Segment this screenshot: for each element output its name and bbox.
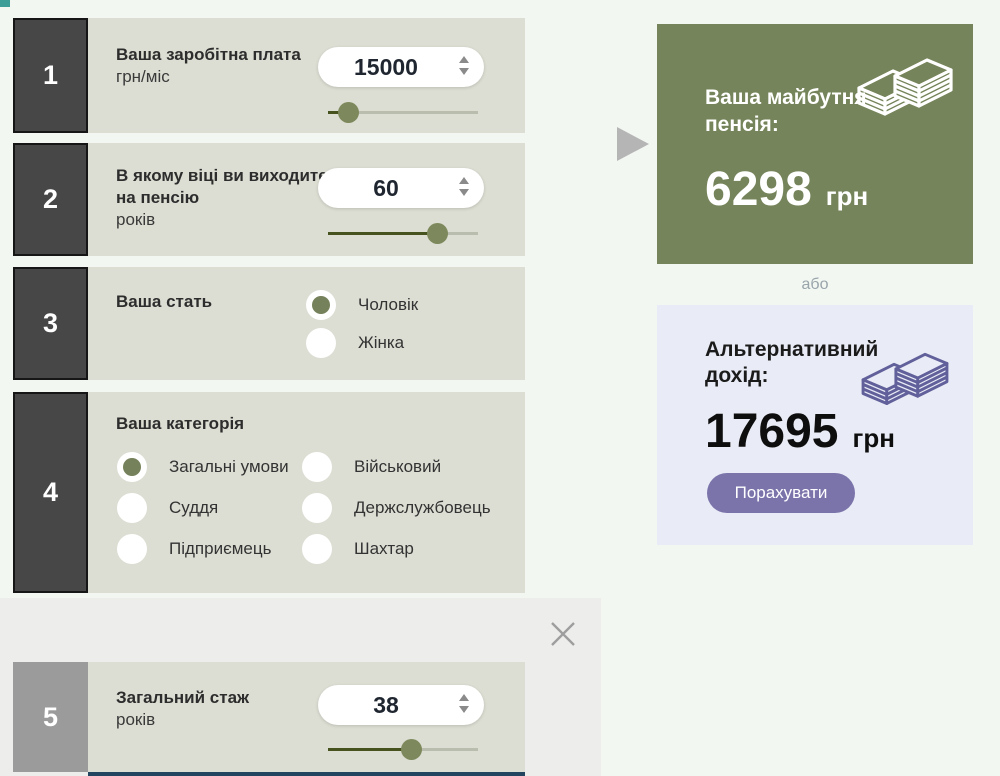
radio-civil-servant[interactable] bbox=[302, 493, 332, 523]
step-number-5: 5 bbox=[13, 662, 88, 772]
radio-miner[interactable] bbox=[302, 534, 332, 564]
category-option-miner[interactable]: Шахтар bbox=[302, 534, 414, 564]
radio-judge-label[interactable]: Суддя bbox=[169, 498, 219, 517]
salary-spinner: 15000 bbox=[318, 47, 484, 87]
category-option-general[interactable]: Загальні умови bbox=[117, 452, 289, 482]
radio-male[interactable] bbox=[306, 290, 336, 320]
step-number-1: 1 bbox=[13, 18, 88, 133]
experience-slider[interactable] bbox=[328, 738, 478, 760]
salary-spinner-arrows bbox=[459, 56, 469, 75]
salary-label: Ваша заробітна плата грн/міс bbox=[116, 45, 301, 86]
section-category: 4 Ваша категорія Загальні умови Суддя Пі… bbox=[13, 392, 525, 593]
spinner-up-icon[interactable] bbox=[459, 694, 469, 701]
radio-civil-servant-label[interactable]: Держслужбовець bbox=[354, 498, 491, 517]
page-edge-artifact-bottom bbox=[88, 772, 525, 776]
step-number-4: 4 bbox=[13, 392, 88, 593]
money-stack-icon bbox=[861, 352, 949, 405]
radio-miner-label[interactable]: Шахтар bbox=[354, 539, 414, 558]
radio-entrepreneur[interactable] bbox=[117, 534, 147, 564]
pension-title: Ваша майбутня пенсія: bbox=[705, 86, 867, 136]
category-option-judge[interactable]: Суддя bbox=[117, 493, 218, 523]
section-salary: 1 Ваша заробітна плата грн/міс 15000 bbox=[13, 18, 525, 133]
slider-track[interactable] bbox=[328, 111, 478, 114]
or-divider: або bbox=[801, 276, 829, 293]
section-experience-panel: Загальний стаж років 38 bbox=[88, 662, 525, 772]
pension-result-panel: Ваша майбутня пенсія: 6298 грн bbox=[657, 24, 973, 264]
pension-amount-value: 6298 bbox=[705, 163, 812, 216]
salary-slider[interactable] bbox=[328, 101, 478, 123]
alternative-amount: 17695 грн bbox=[705, 408, 895, 456]
category-option-entrepreneur[interactable]: Підприємець bbox=[117, 534, 271, 564]
slider-thumb[interactable] bbox=[426, 223, 448, 244]
page-edge-artifact-top bbox=[0, 0, 10, 7]
spinner-up-icon[interactable] bbox=[459, 56, 469, 63]
calculate-button[interactable]: Порахувати bbox=[707, 473, 855, 513]
radio-male-label[interactable]: Чоловік bbox=[358, 295, 419, 314]
alternative-title: Альтернативний дохід: bbox=[705, 338, 879, 387]
section-salary-panel: Ваша заробітна плата грн/міс 15000 bbox=[88, 18, 525, 133]
gender-option-male[interactable]: Чоловік bbox=[306, 290, 418, 320]
spinner-up-icon[interactable] bbox=[459, 177, 469, 184]
section-category-panel: Ваша категорія Загальні умови Суддя Підп… bbox=[88, 392, 525, 593]
result-arrow-icon bbox=[617, 127, 649, 161]
slider-thumb[interactable] bbox=[338, 102, 359, 123]
experience-spinner-arrows bbox=[459, 694, 469, 713]
radio-selected-dot bbox=[123, 458, 141, 476]
spinner-down-icon[interactable] bbox=[459, 706, 469, 713]
radio-female[interactable] bbox=[306, 328, 336, 358]
age-spinner: 60 bbox=[318, 168, 484, 208]
pension-amount: 6298 грн bbox=[705, 166, 868, 214]
radio-general-label[interactable]: Загальні умови bbox=[169, 457, 289, 476]
section-age-panel: В якому віці ви виходите на пенсію років… bbox=[88, 143, 525, 256]
slider-thumb[interactable] bbox=[401, 739, 422, 760]
gender-option-female[interactable]: Жінка bbox=[306, 328, 404, 358]
radio-military[interactable] bbox=[302, 452, 332, 482]
radio-general[interactable] bbox=[117, 452, 147, 482]
age-label: В якому віці ви виходите на пенсію років bbox=[116, 166, 328, 229]
section-gender-panel: Ваша стать Чоловік Жінка bbox=[88, 267, 525, 380]
salary-input[interactable]: 15000 bbox=[354, 53, 418, 80]
gender-title: Ваша стать bbox=[116, 292, 213, 311]
close-icon[interactable] bbox=[545, 616, 581, 652]
radio-selected-dot bbox=[312, 296, 330, 314]
alternative-currency: грн bbox=[852, 423, 895, 453]
spinner-down-icon[interactable] bbox=[459, 68, 469, 75]
radio-judge[interactable] bbox=[117, 493, 147, 523]
pension-currency: грн bbox=[825, 181, 869, 211]
experience-spinner: 38 bbox=[318, 685, 484, 725]
alternative-amount-value: 17695 bbox=[705, 405, 839, 458]
section-experience: 5 Загальний стаж років 38 bbox=[13, 662, 525, 772]
category-option-civil-servant[interactable]: Держслужбовець bbox=[302, 493, 491, 523]
age-input[interactable]: 60 bbox=[373, 174, 399, 201]
age-slider[interactable] bbox=[328, 222, 478, 244]
radio-entrepreneur-label[interactable]: Підприємець bbox=[169, 539, 272, 558]
age-spinner-arrows bbox=[459, 177, 469, 196]
slider-fill bbox=[328, 232, 438, 235]
money-stack-icon bbox=[857, 58, 953, 116]
section-retirement-age: 2 В якому віці ви виходите на пенсію рок… bbox=[13, 143, 525, 256]
slider-fill bbox=[328, 748, 412, 751]
category-option-military[interactable]: Військовий bbox=[302, 452, 441, 482]
spinner-down-icon[interactable] bbox=[459, 189, 469, 196]
step-number-3: 3 bbox=[13, 267, 88, 380]
radio-female-label[interactable]: Жінка bbox=[358, 333, 405, 352]
radio-military-label[interactable]: Військовий bbox=[354, 457, 442, 476]
section-gender: 3 Ваша стать Чоловік Жінка bbox=[13, 267, 525, 380]
alternative-income-panel: Альтернативний дохід: 17695 грн Порахува… bbox=[657, 305, 973, 545]
step-number-2: 2 bbox=[13, 143, 88, 256]
category-title: Ваша категорія bbox=[116, 414, 245, 433]
experience-label: Загальний стаж років bbox=[116, 688, 250, 729]
experience-input[interactable]: 38 bbox=[373, 691, 399, 718]
